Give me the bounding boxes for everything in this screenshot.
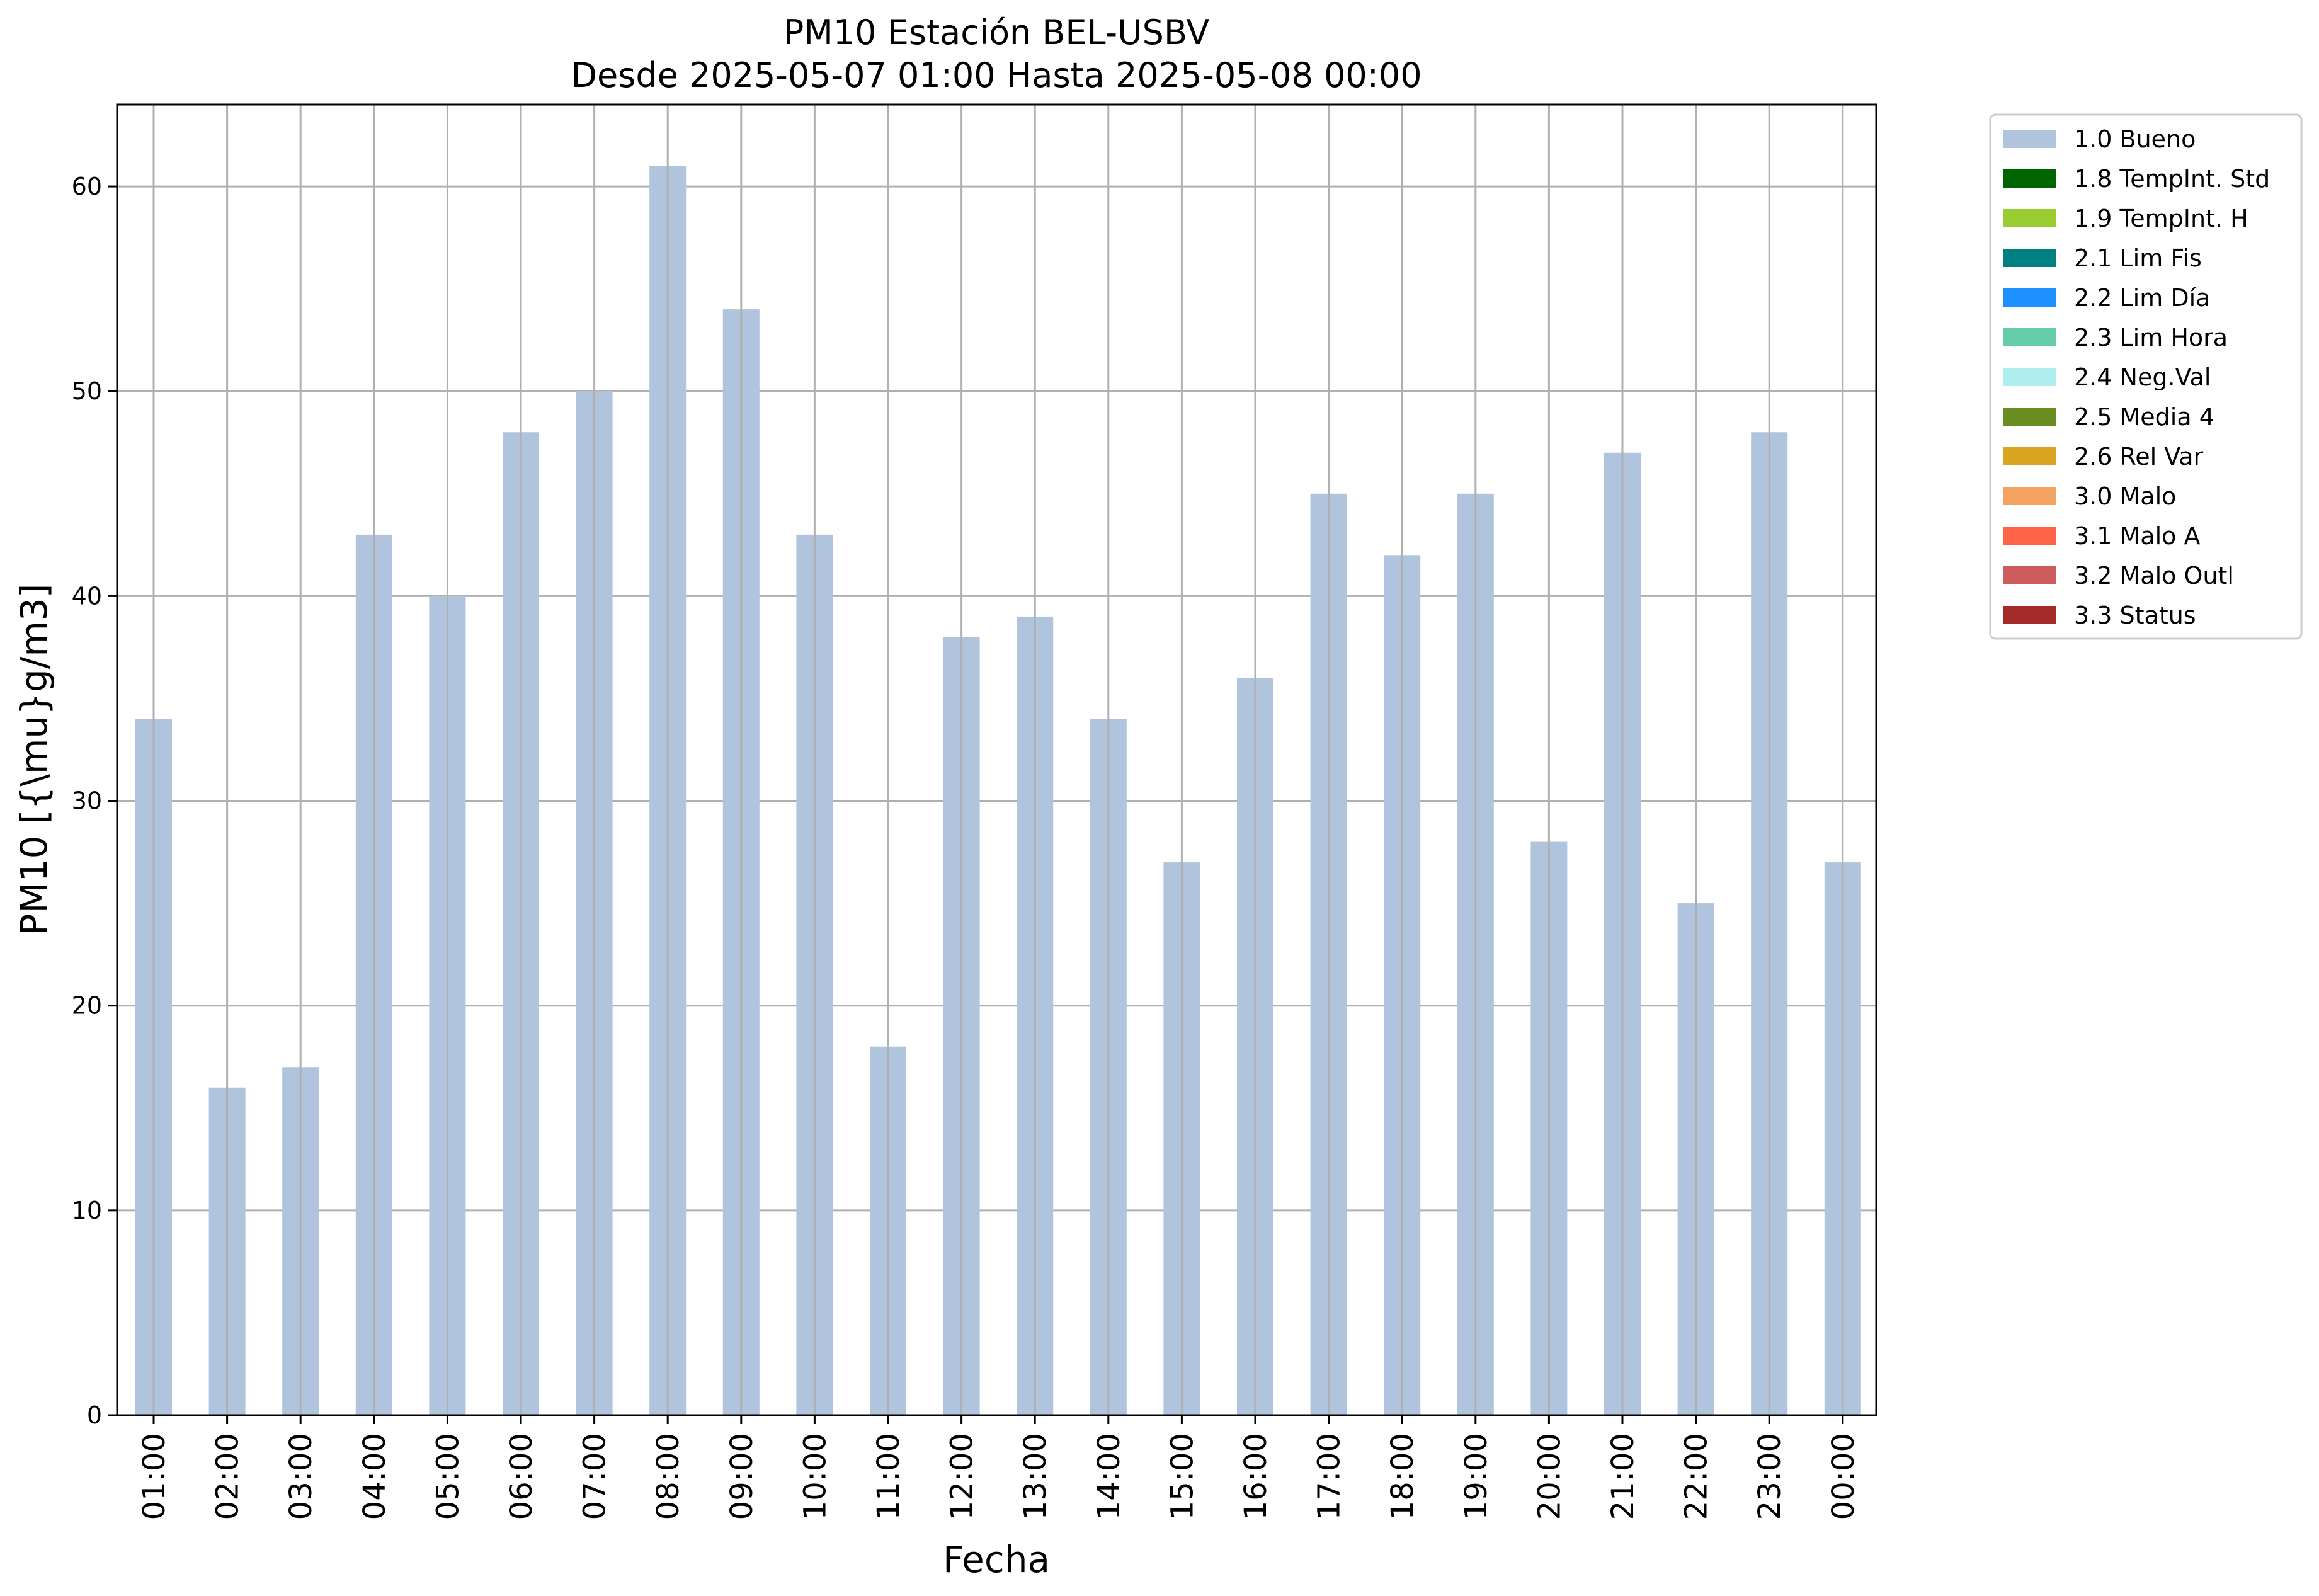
x-tick-label: 21:00	[1605, 1433, 1641, 1520]
x-tick-label: 16:00	[1238, 1433, 1273, 1520]
x-tick-label: 01:00	[137, 1433, 172, 1520]
x-tick-label: 07:00	[578, 1433, 613, 1520]
bars	[135, 166, 1861, 1415]
legend-label: 2.4 Neg.Val	[2074, 363, 2211, 391]
x-tick-label: 17:00	[1312, 1433, 1347, 1520]
legend-swatch	[2003, 527, 2056, 545]
legend-swatch	[2003, 288, 2056, 307]
y-tick-label: 30	[72, 787, 102, 815]
legend-label: 2.2 Lim Día	[2074, 284, 2210, 312]
chart-subtitle: Desde 2025-05-07 01:00 Hasta 2025-05-08 …	[571, 55, 1422, 95]
x-tick-label: 12:00	[945, 1433, 980, 1520]
legend-swatch	[2003, 169, 2056, 188]
y-tick-label: 40	[72, 582, 102, 610]
chart-title: PM10 Estación BEL-USBV	[783, 13, 1210, 52]
x-tick-label: 14:00	[1091, 1433, 1127, 1520]
legend-label: 1.9 TempInt. H	[2074, 205, 2248, 232]
legend-label: 2.5 Media 4	[2074, 403, 2214, 431]
x-tick-label: 15:00	[1165, 1433, 1200, 1520]
x-tick-label: 05:00	[430, 1433, 465, 1520]
legend-swatch	[2003, 606, 2056, 624]
y-tick-label: 20	[72, 992, 102, 1020]
x-tick-label: 23:00	[1752, 1433, 1787, 1520]
legend-swatch	[2003, 487, 2056, 505]
x-tick-label: 02:00	[210, 1433, 246, 1520]
x-tick-label: 08:00	[651, 1433, 686, 1520]
y-tick-label: 0	[87, 1401, 102, 1429]
grid	[117, 185, 1876, 1416]
legend-label: 3.0 Malo	[2074, 482, 2176, 510]
legend-label: 1.0 Bueno	[2074, 125, 2196, 153]
legend-swatch	[2003, 130, 2056, 148]
legend: 1.0 Bueno 1.8 TempInt. Std 1.9 TempInt. H 2…	[1989, 113, 2303, 640]
x-tick-label: 11:00	[871, 1433, 906, 1520]
x-tick-label: 04:00	[357, 1433, 392, 1520]
x-tick-label: 09:00	[724, 1433, 760, 1520]
legend-swatch	[2003, 249, 2056, 267]
x-tick-label: 03:00	[283, 1433, 319, 1520]
vertical-grid	[152, 105, 1844, 1415]
legend-label: 2.3 Lim Hora	[2074, 324, 2228, 351]
legend-swatch	[2003, 408, 2056, 426]
legend-swatch	[2003, 447, 2056, 465]
x-tick-label: 13:00	[1018, 1433, 1053, 1520]
x-axis: 01:00 02:00 03:00 04:00 05:00 06:00 07:00 08:00…	[137, 1415, 1861, 1520]
legend-label: 3.3 Status	[2074, 601, 2196, 629]
legend-swatch	[2003, 328, 2056, 346]
y-tick-label: 60	[72, 173, 102, 200]
y-tick-label: 50	[72, 377, 102, 405]
x-axis-title: Fecha	[943, 1538, 1050, 1581]
legend-box	[1989, 113, 2303, 640]
x-tick-label: 18:00	[1385, 1433, 1420, 1520]
x-tick-label: 20:00	[1532, 1433, 1567, 1520]
legend-swatch	[2003, 368, 2056, 386]
legend-label: 3.2 Malo Outl	[2074, 562, 2234, 590]
legend-label: 3.1 Malo A	[2074, 522, 2200, 550]
x-tick-label: 06:00	[504, 1433, 539, 1520]
x-tick-label: 22:00	[1679, 1433, 1714, 1520]
y-axis: 0 10 20 30 40 50 60	[72, 173, 117, 1429]
y-axis-title: PM10 [{\mu}g/m3]	[13, 584, 55, 936]
legend-swatch	[2003, 566, 2056, 584]
plot-frame	[116, 103, 1877, 1416]
x-tick-label: 19:00	[1459, 1433, 1494, 1520]
x-tick-label: 00:00	[1826, 1433, 1861, 1520]
y-tick-label: 10	[72, 1197, 102, 1224]
x-tick-label: 10:00	[797, 1433, 833, 1520]
legend-swatch	[2003, 209, 2056, 227]
legend-label: 1.8 TempInt. Std	[2074, 165, 2270, 193]
legend-label: 2.1 Lim Fis	[2074, 244, 2202, 272]
legend-label: 2.6 Rel Var	[2074, 443, 2204, 470]
